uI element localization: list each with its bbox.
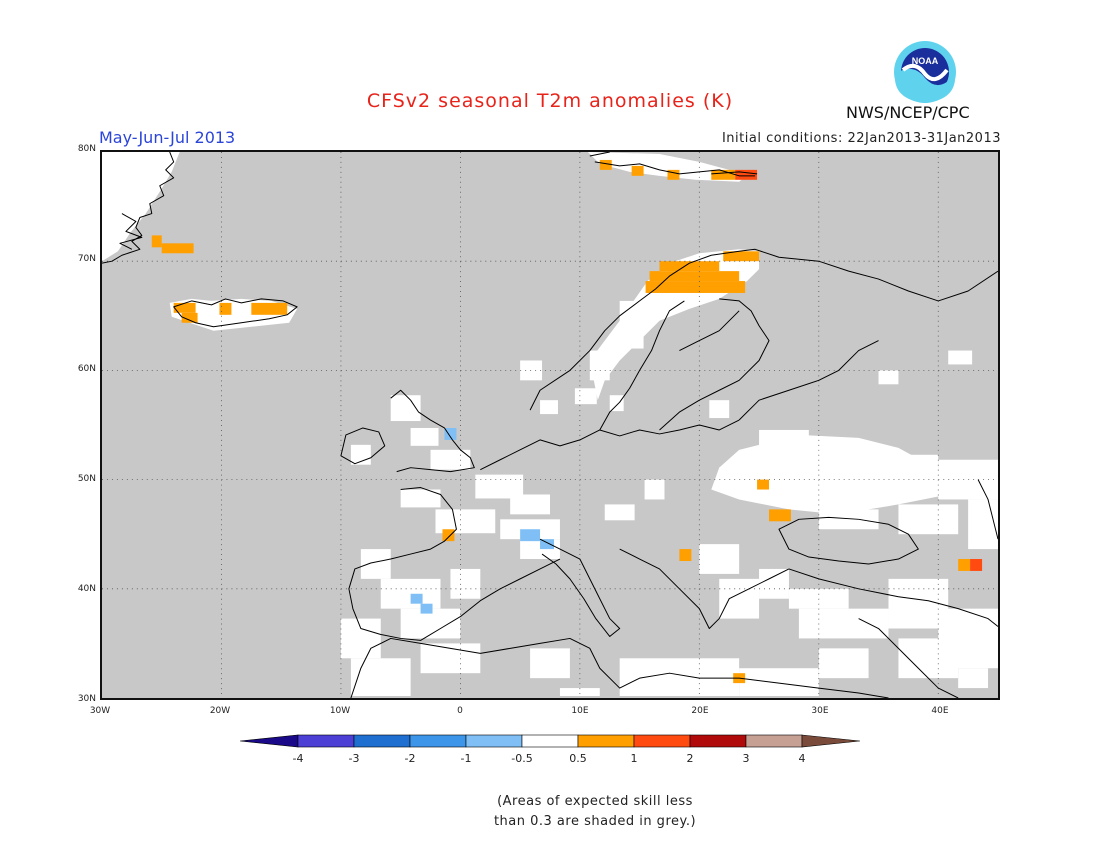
map-title: CFSv2 seasonal T2m anomalies (K) [366,90,734,112]
lon-label: 10W [329,706,351,716]
lat-label: 60N [77,364,96,374]
colorbar-label: -3 [348,752,360,765]
lon-label: 20W [209,706,231,716]
logo-text: NOAA [912,56,939,66]
anomaly-map [100,150,1000,700]
colorbar-label: 1 [630,752,638,765]
colorbar-label: -1 [460,752,472,765]
colorbar-label: 0.5 [569,752,587,765]
skill-note: (Areas of expected skill less than 0.3 a… [0,792,1100,832]
colorbar-label: -2 [404,752,416,765]
lon-label: 0 [457,706,463,716]
colorbar-label: 3 [742,752,750,765]
coastlines [102,152,998,698]
colorbar-segment [409,734,467,748]
lon-label: 30W [89,706,111,716]
colorbar-segment [745,734,803,748]
lat-label: 80N [77,144,96,154]
lon-label: 20E [691,706,709,716]
skill-note-line: (Areas of expected skill less [497,794,693,809]
colorbar-segment [801,734,861,748]
colorbar-segment [577,734,635,748]
colorbar-segment [689,734,747,748]
agency-label: NWS/NCEP/CPC [846,103,970,122]
colorbar-segment [297,734,355,748]
colorbar-segment [353,734,411,748]
lat-label: 70N [77,254,96,264]
forecast-period: May-Jun-Jul 2013 [99,128,236,147]
lat-label: 50N [77,474,96,484]
colorbar-label: -0.5 [511,752,533,765]
noaa-logo: NOAA [894,41,956,103]
initial-conditions: Initial conditions: 22Jan2013-31Jan2013 [721,131,1001,146]
lon-label: 40E [931,706,949,716]
colorbar-segment [633,734,691,748]
graticule [102,152,998,698]
colorbar-label: -4 [292,752,304,765]
colorbar [240,734,861,748]
colorbar-segment [465,734,523,748]
lat-label: 40N [77,584,96,594]
colorbar-label: 4 [798,752,806,765]
lat-label: 30N [77,694,96,704]
colorbar-segment [521,734,579,748]
cool-anomaly-cells [410,427,554,614]
colorbar-segment [240,734,299,748]
colorbar-label: 2 [686,752,694,765]
skill-note-line: than 0.3 are shaded in grey.) [493,814,697,829]
lon-label: 10E [571,706,589,716]
lon-label: 30E [811,706,829,716]
